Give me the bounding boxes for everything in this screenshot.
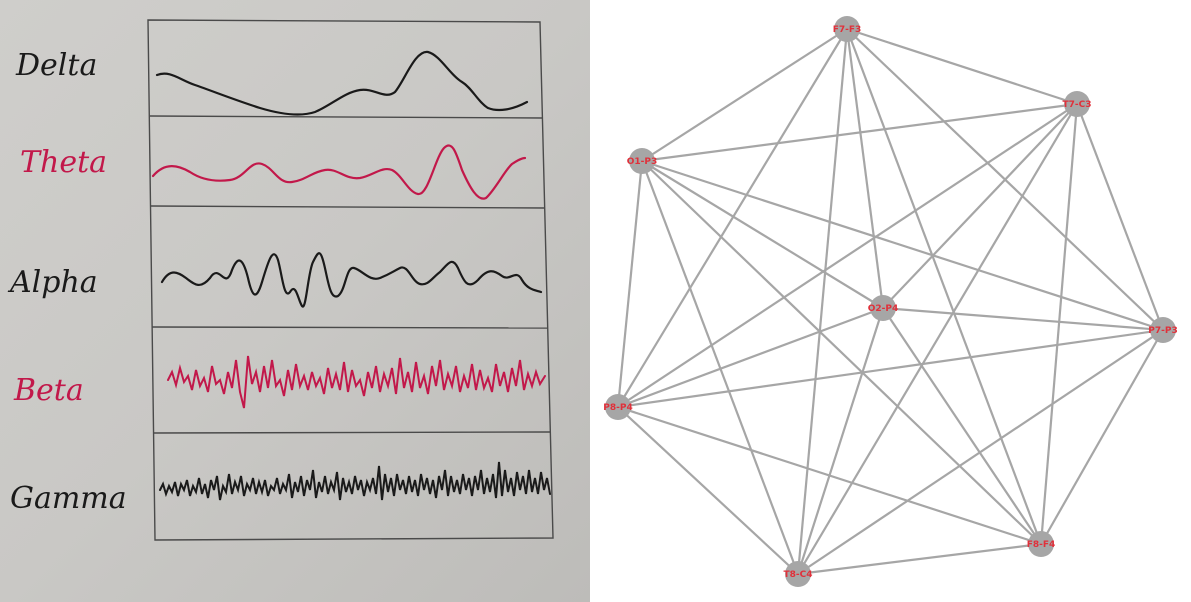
edge-o2-p4-p7-p3 xyxy=(882,306,1164,332)
node-label: P7-P3 xyxy=(1148,326,1177,336)
edge-o2-p4-f8-f4 xyxy=(882,307,1042,545)
edge-f8-f4-t8-c4 xyxy=(797,542,1042,576)
edge-t7-c3-p8-p4 xyxy=(617,103,1078,408)
delta-wave xyxy=(155,50,529,116)
paper-background xyxy=(0,0,590,602)
node-label: P8-P4 xyxy=(603,403,632,413)
edge-t7-c3-o2-p4 xyxy=(882,103,1078,309)
edge-o1-p3-o2-p4 xyxy=(641,160,884,309)
node-t7-c3: T7-C3 xyxy=(1062,91,1092,117)
edge-f7-f3-f8-f4 xyxy=(845,28,1043,545)
edge-p7-p3-p8-p4 xyxy=(617,328,1164,409)
edge-t7-c3-f8-f4 xyxy=(1039,103,1079,545)
edge-p8-p4-f8-f4 xyxy=(617,405,1042,546)
node-t8-c4: T8-C4 xyxy=(783,561,813,587)
beta-wave xyxy=(167,355,546,409)
node-f8-f4: F8-F4 xyxy=(1027,531,1056,557)
edge-p7-p3-f8-f4 xyxy=(1040,329,1164,545)
edge-f7-f3-t7-c3 xyxy=(846,27,1078,106)
node-label: O2-P4 xyxy=(868,304,899,314)
theta-wave xyxy=(151,144,527,200)
graph-edges xyxy=(616,27,1165,576)
edge-o2-p4-t8-c4 xyxy=(796,307,885,575)
edge-o2-p4-p8-p4 xyxy=(617,306,884,409)
edge-t7-c3-p7-p3 xyxy=(1075,103,1165,331)
edge-f7-f3-o1-p3 xyxy=(641,28,848,162)
alpha-wave xyxy=(160,252,543,308)
eeg-bands-sketch: Delta Theta Alpha Beta Gamma xyxy=(0,0,590,602)
edge-o1-p3-p7-p3 xyxy=(641,159,1164,332)
edge-o1-p3-t8-c4 xyxy=(640,160,800,575)
node-circle xyxy=(785,561,811,587)
band-label-delta: Delta xyxy=(15,48,97,83)
edge-o1-p3-f8-f4 xyxy=(641,160,1042,545)
node-label: T8-C4 xyxy=(783,570,812,580)
edge-p8-p4-t8-c4 xyxy=(617,406,799,575)
node-circle xyxy=(1064,91,1090,117)
edge-f7-f3-p8-p4 xyxy=(617,28,848,408)
edge-f7-f3-o2-p4 xyxy=(845,28,885,309)
node-p7-p3: P7-P3 xyxy=(1148,317,1178,343)
node-circle xyxy=(605,394,631,420)
edge-f7-f3-t8-c4 xyxy=(796,28,849,575)
node-circle xyxy=(629,148,655,174)
node-circle xyxy=(1150,317,1176,343)
band-label-theta: Theta xyxy=(20,145,107,180)
node-p8-p4: P8-P4 xyxy=(603,394,633,420)
band-label-alpha: Alpha xyxy=(7,265,98,300)
edge-p7-p3-t8-c4 xyxy=(797,329,1164,575)
node-o2-p4: O2-P4 xyxy=(868,295,899,321)
node-circle xyxy=(870,295,896,321)
node-f7-f3: F7-F3 xyxy=(833,16,862,42)
node-circle xyxy=(1028,531,1054,557)
sketch-box xyxy=(147,19,554,541)
edge-t7-c3-t8-c4 xyxy=(797,103,1078,575)
channel-connectivity-graph: F7-F3 T7-C3 O1-P3 O2-P4 P7-P3 P8-P4 F8-F4 T8-C4 xyxy=(603,16,1178,587)
gamma-wave xyxy=(159,461,551,501)
node-label: O1-P3 xyxy=(627,157,658,167)
node-label: T7-C3 xyxy=(1062,100,1091,110)
node-label: F7-F3 xyxy=(833,25,862,35)
band-label-beta: Beta xyxy=(13,373,84,408)
band-label-gamma: Gamma xyxy=(10,481,127,516)
node-circle xyxy=(834,16,860,42)
graph-nodes: F7-F3 T7-C3 O1-P3 O2-P4 P7-P3 P8-P4 F8-F4 T8-C4 xyxy=(603,16,1178,587)
edge-o1-p3-p8-p4 xyxy=(616,160,644,408)
node-o1-p3: O1-P3 xyxy=(627,148,658,174)
edge-t7-c3-o1-p3 xyxy=(641,102,1078,163)
node-label: F8-F4 xyxy=(1027,540,1056,550)
